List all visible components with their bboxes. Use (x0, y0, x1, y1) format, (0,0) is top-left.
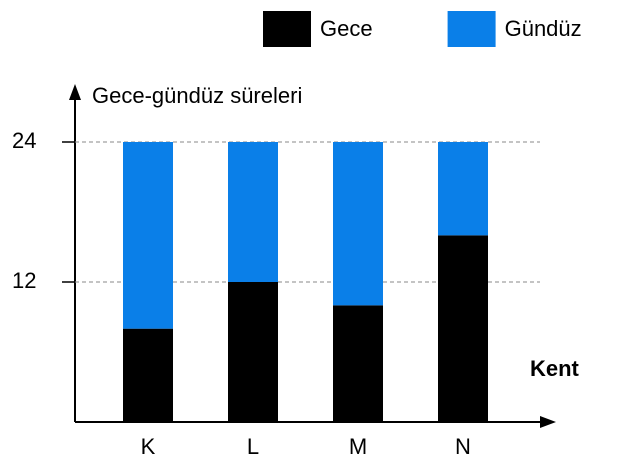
y-tick-label: 24 (12, 128, 36, 153)
y-axis-label: Gece-gündüz süreleri (92, 83, 302, 108)
bar-segment (228, 282, 278, 422)
legend-label: Gündüz (505, 16, 582, 41)
x-tick-label: M (349, 434, 367, 459)
legend-swatch (263, 11, 311, 47)
bar-segment (333, 305, 383, 422)
legend-swatch (447, 11, 496, 47)
bar-segment (123, 142, 173, 329)
bar-segment (438, 142, 488, 236)
bar-segment (333, 142, 383, 306)
x-axis-arrow (540, 416, 556, 428)
x-axis-label: Kent (530, 356, 580, 381)
x-tick-label: L (247, 434, 259, 459)
x-tick-label: N (455, 434, 471, 459)
bar-segment (438, 235, 488, 422)
x-tick-label: K (141, 434, 156, 459)
legend-label: Gece (320, 16, 373, 41)
bar-segment (228, 142, 278, 282)
y-axis-arrow (69, 84, 81, 100)
y-tick-label: 12 (12, 268, 36, 293)
bar-segment (123, 328, 173, 422)
